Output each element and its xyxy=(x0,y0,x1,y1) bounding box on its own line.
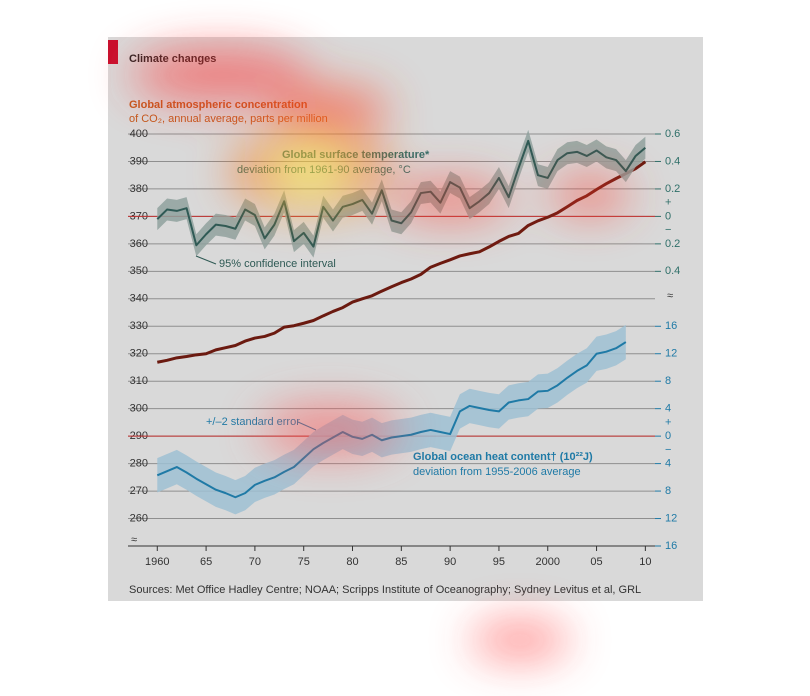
y-tick-label: 0 xyxy=(665,430,671,442)
sign-label: + xyxy=(665,197,671,209)
y-tick-label: 0.4 xyxy=(665,155,680,167)
source: Sources: Met Office Hadley Centre; NOAA;… xyxy=(129,584,641,596)
panel xyxy=(108,37,703,601)
y-tick-label: 4 xyxy=(665,403,671,415)
y-tick-label: 12 xyxy=(665,512,677,524)
tag xyxy=(108,40,118,64)
axis-break: ≈ xyxy=(667,290,673,302)
series-name: Global atmospheric concentration xyxy=(129,99,308,111)
y-tick-label: 350 xyxy=(130,265,148,277)
heatmap xyxy=(130,47,630,660)
y-tick-label: 270 xyxy=(130,485,148,497)
y-tick-label: 0 xyxy=(665,210,671,222)
y-tick-label: 16 xyxy=(665,320,677,332)
y-tick-label: 0.4 xyxy=(665,265,680,277)
leader xyxy=(195,255,217,265)
y-tick-label: 12 xyxy=(665,348,677,360)
y-tick-label: 16 xyxy=(665,540,677,552)
y-tick-label: 360 xyxy=(130,238,148,250)
x-tick-label: 10 xyxy=(639,556,651,568)
y-tick-label: 4 xyxy=(665,458,671,470)
sign-label: − xyxy=(665,444,671,456)
y-tick-label: 320 xyxy=(130,348,148,360)
x-tick-label: 65 xyxy=(200,556,212,568)
x-tick-label: 1960 xyxy=(145,556,169,568)
x-tick-label: 85 xyxy=(395,556,407,568)
confidence-band xyxy=(157,129,646,258)
y-tick-label: 8 xyxy=(665,485,671,497)
y-tick-label: 310 xyxy=(130,375,148,387)
y-tick-label: 0.6 xyxy=(665,128,680,140)
x-tick-label: 2000 xyxy=(536,556,560,568)
y-tick-label: 280 xyxy=(130,458,148,470)
y-tick-label: 390 xyxy=(130,155,148,167)
y-tick-label: 0.2 xyxy=(665,183,680,195)
sign-label: + xyxy=(665,416,671,428)
series-line xyxy=(156,139,647,248)
y-tick-label: 8 xyxy=(665,375,671,387)
x-tick-label: 75 xyxy=(298,556,310,568)
y-tick-label: 330 xyxy=(130,320,148,332)
y-tick-label: 400 xyxy=(130,128,148,140)
y-tick-label: 0.2 xyxy=(665,238,680,250)
x-tick-label: 95 xyxy=(493,556,505,568)
y-tick-label: 260 xyxy=(130,512,148,524)
y-tick-label: 300 xyxy=(130,403,148,415)
sign-label: − xyxy=(665,224,671,236)
x-tick-label: 05 xyxy=(590,556,602,568)
confidence-band xyxy=(157,324,626,515)
x-tick-label: 90 xyxy=(444,556,456,568)
series-subtitle: deviation from 1955-2006 average xyxy=(413,466,581,478)
x-tick-label: 70 xyxy=(249,556,261,568)
axis-break: ≈ xyxy=(131,534,137,546)
x-tick-label: 80 xyxy=(346,556,358,568)
annotation: 95% confidence interval xyxy=(219,258,336,270)
series-name: Global ocean heat content† (10²²J) xyxy=(413,451,593,463)
y-tick-label: 340 xyxy=(130,293,148,305)
y-tick-label: 380 xyxy=(130,183,148,195)
